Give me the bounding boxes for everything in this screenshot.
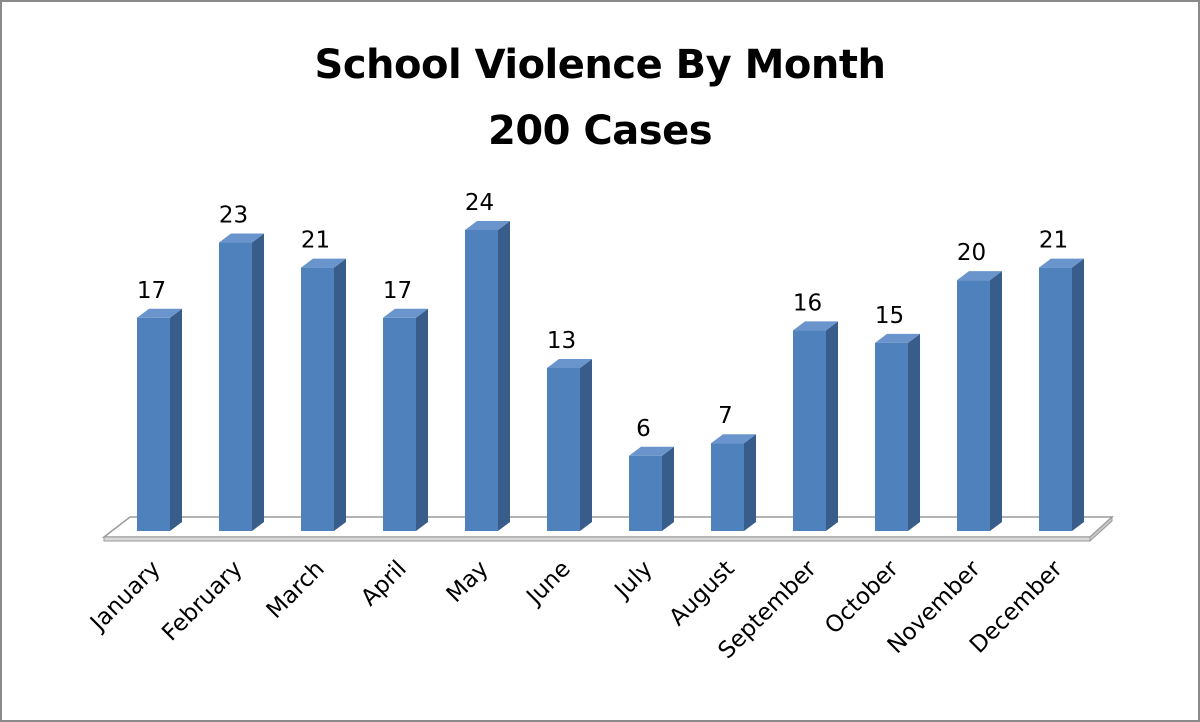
bar-may [465,221,510,531]
data-label: 16 [793,290,822,316]
category-label: July [609,556,658,605]
category-label: January [84,556,165,637]
bar-front [793,330,826,531]
bar-front [1039,267,1072,531]
bar-side [744,434,756,531]
chart-titles: School Violence By Month 200 Cases [2,32,1198,164]
category-label: October [820,555,904,639]
bar-front [465,230,498,531]
bar-front [629,455,662,531]
bar-top [137,308,182,318]
data-label: 21 [301,228,330,254]
bar-front [383,317,416,531]
bar-top [383,308,428,318]
bar-side [498,221,510,531]
chart-floor [101,515,1114,543]
bar-top [465,221,510,230]
data-label: 6 [636,416,651,442]
bar-side [416,308,428,531]
bar-side [826,321,838,531]
bar-top [875,333,920,343]
bar-front [875,342,908,531]
bar-june [547,358,592,531]
chart-subtitle: 200 Cases [487,108,713,154]
category-label: March [262,556,330,624]
bar-top [1039,258,1084,268]
data-label: 13 [547,328,576,354]
bar-top [301,258,346,268]
category-label: April [356,556,412,612]
data-label: 24 [465,190,494,216]
bar-side [580,358,592,531]
bar-february [219,233,264,531]
category-label: February [157,556,247,646]
bar-top [629,446,674,456]
bar-side [334,258,346,531]
bar-october [875,333,920,531]
bar-top [957,271,1002,281]
bar-front [137,317,170,531]
bar-front [301,267,334,531]
bar-front [219,242,252,531]
bar-april [383,308,428,531]
bar-top [219,233,264,243]
category-label: May [442,556,494,608]
bar-side [170,308,182,531]
bar-front [957,280,990,531]
bar-top [711,434,756,444]
data-label: 17 [383,278,412,304]
bar-side [252,233,264,531]
bar-march [301,258,346,531]
chart-title: School Violence By Month [314,42,886,88]
bar-july [629,446,674,531]
bar-top [547,358,592,368]
bar-side [1072,258,1084,531]
bar-top [793,321,838,331]
bar-january [137,308,182,531]
category-label: August [664,556,739,631]
data-label: 23 [219,203,248,229]
bar-september [793,321,838,531]
category-label: June [521,556,576,611]
bar-side [908,333,920,531]
data-label: 20 [957,240,986,266]
bar-november [957,271,1002,531]
bar-front [711,443,744,531]
data-label: 21 [1039,228,1068,254]
bar-front [547,367,580,531]
data-label: 7 [718,403,733,429]
data-label: 17 [137,278,166,304]
data-label: 15 [875,303,904,329]
bar-december [1039,258,1084,531]
bar-side [990,271,1002,531]
bar-august [711,434,756,531]
bar-side [662,446,674,531]
